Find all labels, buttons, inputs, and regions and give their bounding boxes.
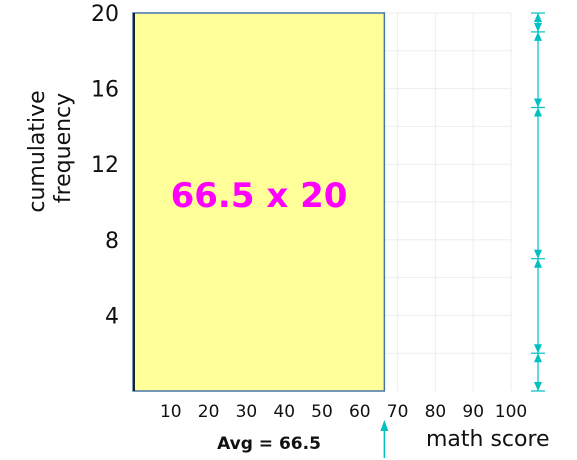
x-tick-label: 90 (462, 402, 484, 422)
average-arrow-up (380, 420, 389, 458)
bracket-arrowhead (534, 13, 542, 22)
y-tick-label: 20 (91, 2, 119, 27)
y-axis-label: cumulative frequency (25, 83, 76, 212)
y-tick-label: 12 (91, 153, 119, 178)
bracket-arrowhead (534, 382, 542, 391)
bracket-arrowhead (534, 353, 542, 363)
x-tick-label: 50 (311, 402, 333, 422)
average-arrow-head (380, 420, 389, 431)
bracket-arrowhead (534, 344, 542, 354)
average-label: Avg = 66.5 (217, 434, 321, 454)
bracket-arrowhead (534, 249, 542, 259)
y-tick-label: 16 (91, 78, 119, 103)
area-label: 66.5 x 20 (171, 176, 348, 216)
y-tick-labels: 4 8 12 16 20 (91, 2, 119, 329)
x-tick-label: 20 (198, 402, 220, 422)
area-rectangle (132, 12, 386, 392)
x-tick-label: 60 (349, 402, 371, 422)
x-tick-label: 10 (160, 402, 182, 422)
y-tick-label: 8 (105, 229, 119, 254)
x-axis-label: math score (426, 427, 550, 452)
bracket-arrowhead (534, 258, 542, 268)
x-tick-label: 30 (236, 402, 258, 422)
frequency-bracket-arrows (531, 12, 545, 392)
x-tick-label: 40 (273, 402, 295, 422)
y-tick-label: 4 (105, 304, 119, 329)
x-tick-labels: 10 20 30 40 50 60 70 80 90 100 (160, 402, 527, 422)
bracket-arrowhead (534, 22, 542, 32)
bracket-arrowhead (534, 107, 542, 117)
x-tick-label: 100 (495, 402, 527, 422)
x-tick-label: 80 (425, 402, 447, 422)
bracket-arrowhead (534, 98, 542, 108)
bracket-arrowhead (534, 31, 542, 41)
x-tick-label: 70 (387, 402, 409, 422)
